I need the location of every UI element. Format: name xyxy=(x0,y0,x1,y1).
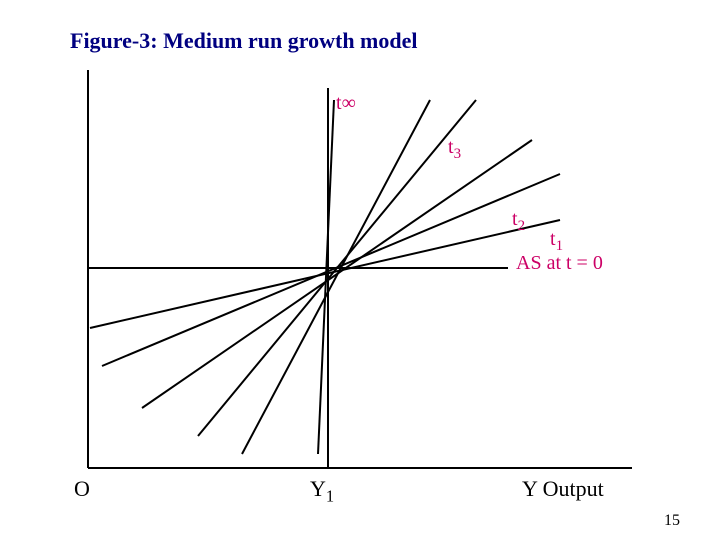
figure-title: Figure-3: Medium run growth model xyxy=(70,28,418,54)
label-as-t0: AS at t = 0 xyxy=(516,252,603,275)
page-number: 15 xyxy=(664,512,680,530)
label-origin: O xyxy=(74,476,90,502)
diagram-svg xyxy=(0,0,720,540)
label-t-inf: t∞ xyxy=(336,92,356,115)
label-t2: t2 xyxy=(512,208,525,235)
label-y-output: Y Output xyxy=(522,476,604,502)
label-t1: t1 xyxy=(550,228,563,255)
label-t3: t3 xyxy=(448,136,461,163)
label-y1: Y1 xyxy=(310,476,334,506)
